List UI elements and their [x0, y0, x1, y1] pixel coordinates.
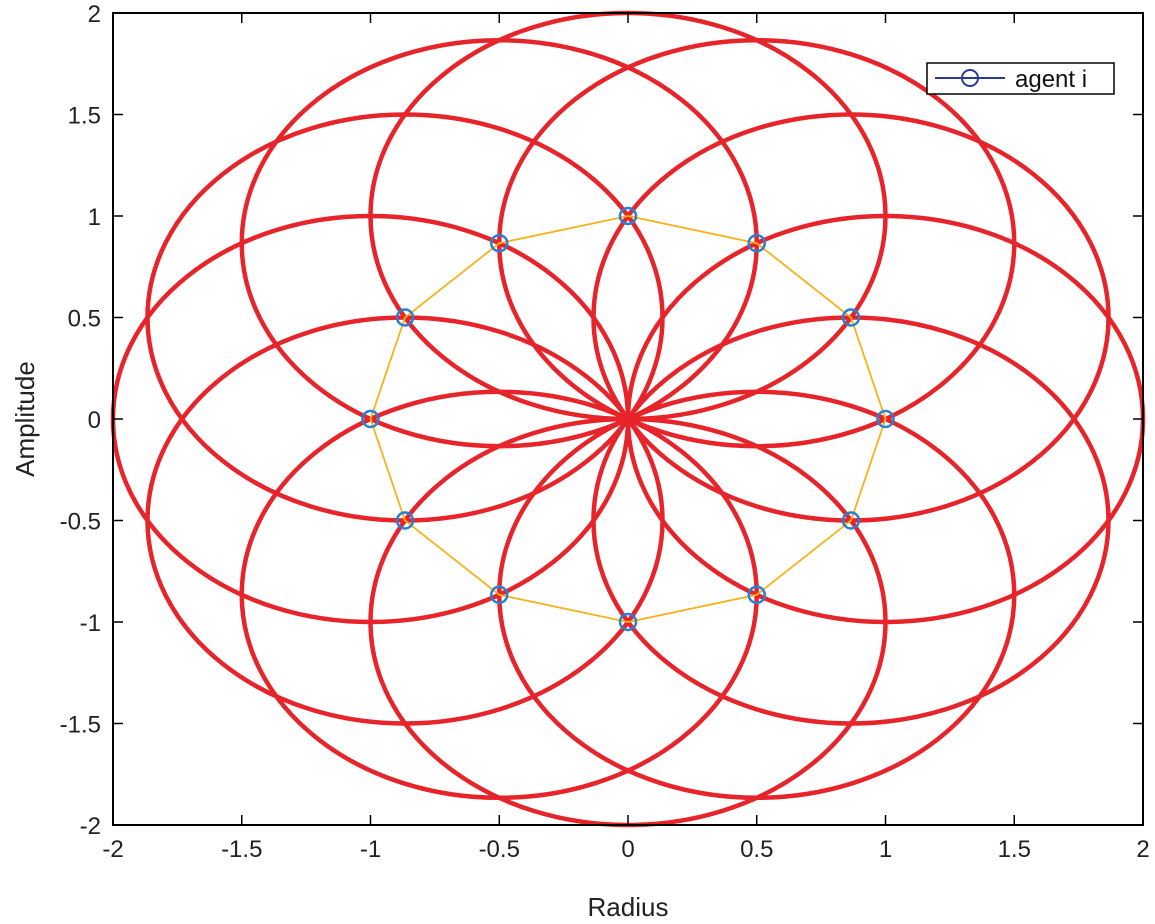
y-tick-label: 0 [88, 407, 101, 434]
y-tick-label: 2 [88, 1, 101, 28]
agent-marker [395, 511, 415, 530]
x-tick-label: -1 [360, 836, 381, 863]
y-tick-label: -0.5 [60, 509, 101, 536]
agent-markers-layer [361, 206, 895, 632]
agent-ring [369, 215, 887, 623]
circles-layer [110, 10, 1146, 828]
agent-marker [490, 585, 509, 605]
y-axis-label: Amplitude [10, 361, 40, 477]
legend-marker-icon [961, 69, 979, 87]
x-tick-label: 1.5 [998, 836, 1031, 863]
y-tick-label: -1 [80, 610, 101, 637]
agent-marker [876, 409, 895, 429]
legend: agent i [926, 62, 1115, 95]
ticks-layer: -2 -1.5 -1 -0.5 0 0.5 1 1.5 2 2 1.5 1 0.5 0 -0.5 -1 -1.5… [60, 1, 1150, 863]
agent-marker [490, 233, 509, 253]
agent-marker [747, 233, 766, 253]
legend-label: agent i [1015, 66, 1087, 93]
y-tick-label: 1 [88, 204, 101, 231]
y-tick-label: -2 [80, 813, 101, 840]
x-tick-label: -1.5 [221, 836, 262, 863]
x-tick-label: -2 [102, 836, 123, 863]
agent-marker [841, 511, 861, 530]
y-tick-label: 1.5 [68, 103, 101, 130]
x-axis-label: Radius [588, 892, 669, 922]
agent-marker [747, 585, 766, 605]
agent-marker [841, 308, 861, 327]
x-tick-label: 0.5 [740, 836, 773, 863]
agent-marker [361, 409, 380, 429]
x-tick-label: 1 [879, 836, 892, 863]
x-tick-label: -0.5 [479, 836, 520, 863]
agent-marker [618, 206, 638, 226]
x-tick-label: 2 [1136, 836, 1149, 863]
x-tick-label: 0 [621, 836, 634, 863]
agent-ring-layer [369, 215, 887, 623]
y-tick-label: -1.5 [60, 712, 101, 739]
y-tick-label: 0.5 [68, 306, 101, 333]
agent-marker [618, 612, 638, 632]
agent-marker [395, 308, 415, 327]
